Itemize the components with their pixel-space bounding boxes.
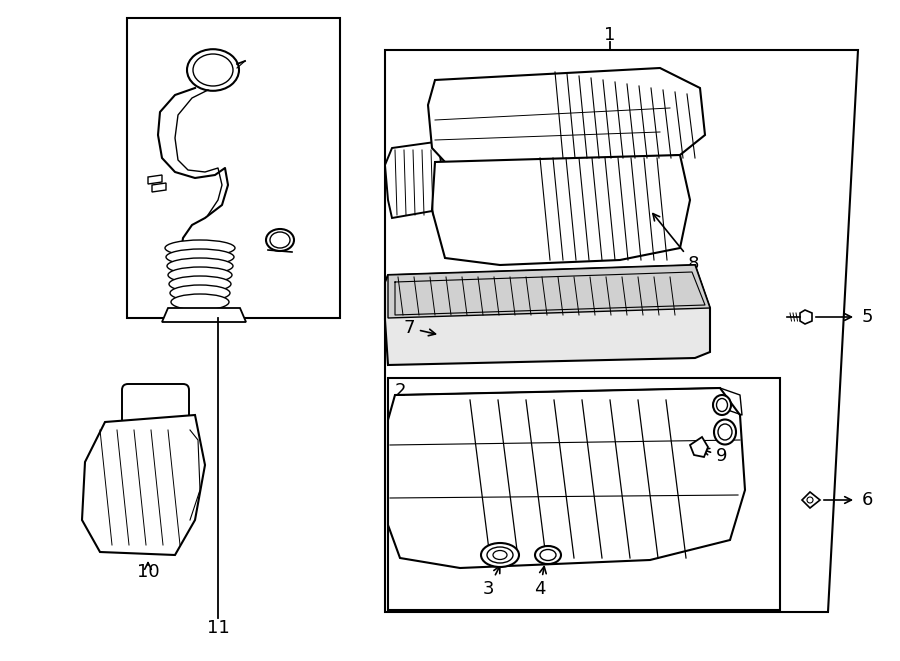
Ellipse shape [169,276,231,292]
Polygon shape [802,492,820,508]
Polygon shape [432,155,690,265]
Text: 12: 12 [242,63,307,97]
Polygon shape [388,265,710,318]
Text: 1: 1 [604,26,616,44]
FancyBboxPatch shape [122,384,189,428]
Bar [388,378,780,610]
Ellipse shape [187,49,239,91]
Polygon shape [690,437,708,457]
Polygon shape [388,388,745,568]
Ellipse shape [481,543,519,567]
Ellipse shape [714,420,736,444]
Text: 8: 8 [652,214,699,273]
Polygon shape [148,175,162,184]
Polygon shape [800,310,812,324]
Circle shape [807,497,813,503]
Text: 13: 13 [285,143,308,161]
Ellipse shape [270,232,290,248]
Polygon shape [385,142,445,218]
Text: 10: 10 [137,563,159,581]
Ellipse shape [167,258,233,274]
Ellipse shape [713,395,731,415]
Ellipse shape [718,424,732,440]
Ellipse shape [535,546,561,564]
Polygon shape [428,68,705,168]
Ellipse shape [165,240,235,256]
Text: 2: 2 [395,382,407,400]
Ellipse shape [193,54,233,86]
Ellipse shape [266,229,294,251]
Text: 3: 3 [482,566,500,598]
Bar [127,18,340,318]
Polygon shape [152,183,166,192]
Ellipse shape [166,249,234,265]
Ellipse shape [170,285,230,301]
Ellipse shape [168,267,232,283]
Text: 9: 9 [702,447,727,465]
Ellipse shape [493,551,507,559]
Text: 7: 7 [403,319,436,337]
Ellipse shape [716,399,727,412]
Polygon shape [385,50,858,612]
Polygon shape [162,308,246,322]
Text: 11: 11 [207,619,230,637]
Text: 5: 5 [862,308,874,326]
Polygon shape [385,265,710,365]
Text: 6: 6 [862,491,873,509]
Polygon shape [82,415,205,555]
Ellipse shape [487,547,513,563]
Ellipse shape [540,549,556,561]
Ellipse shape [171,294,229,310]
Text: 4: 4 [535,566,546,598]
